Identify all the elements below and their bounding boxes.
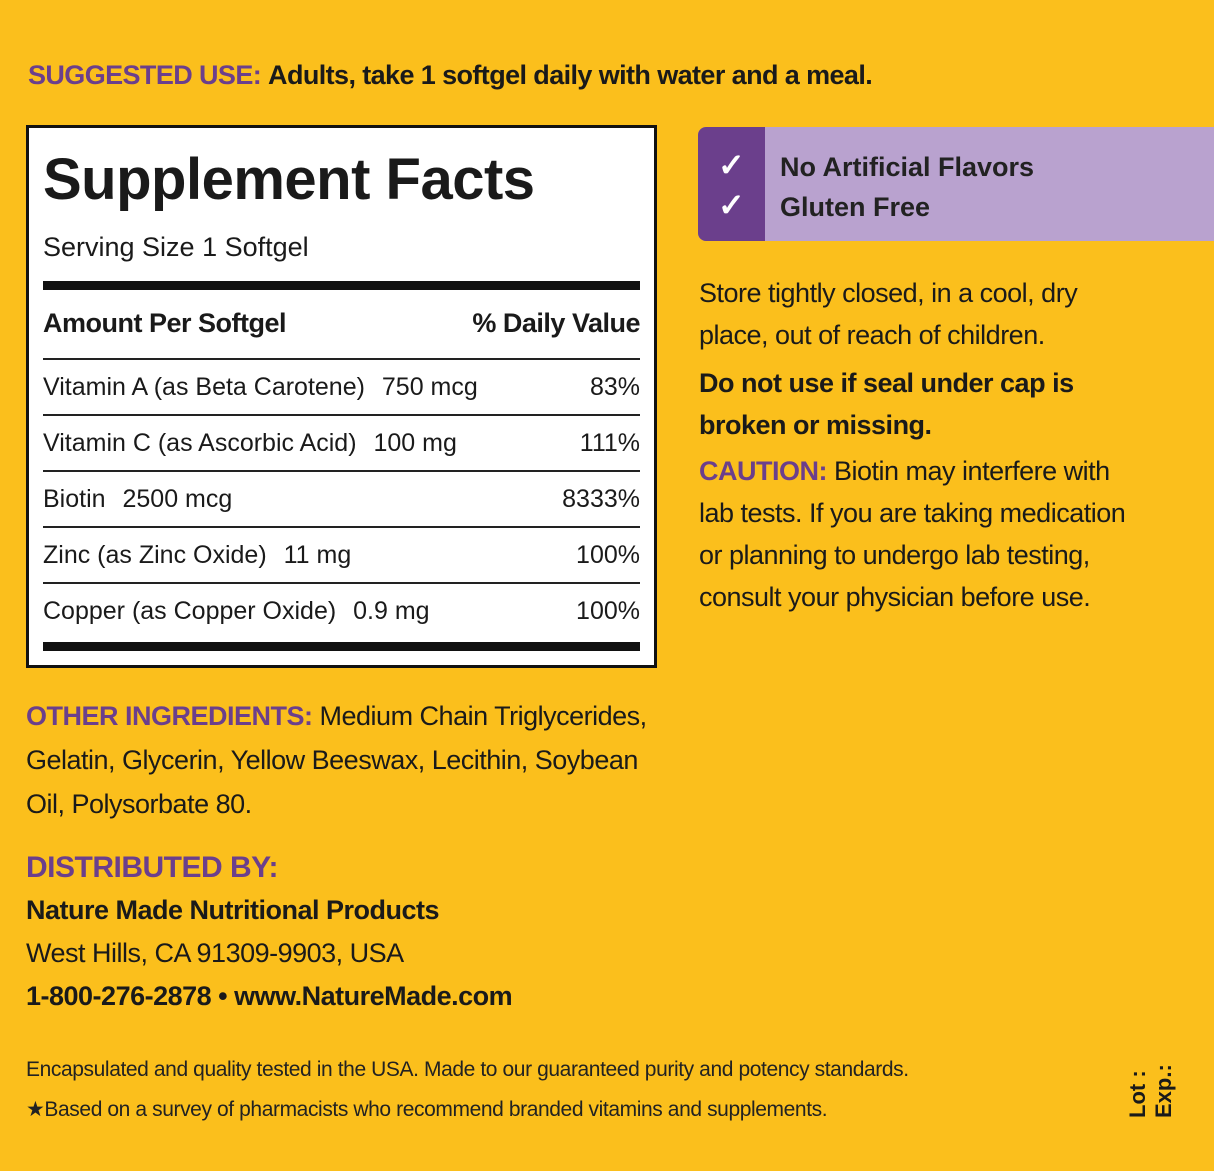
thick-rule (43, 642, 640, 651)
distributor-address: West Hills, CA 91309-9903, USA (26, 938, 404, 968)
badge: Gluten Free (780, 192, 931, 222)
daily-value: 100% (576, 597, 640, 625)
daily-value: 83% (589, 373, 640, 401)
lot-exp: Lot : Exp.: (1125, 1064, 1177, 1118)
thick-rule (43, 281, 640, 290)
amount: 750 mcg (381, 373, 478, 401)
nutrient: Vitamin A (as Beta Carotene) (43, 373, 365, 401)
website: www.NatureMade.com (234, 981, 513, 1011)
daily-value: 8333% (562, 485, 640, 513)
badge: No Artificial Flavors (780, 152, 1035, 182)
distributor-label: DISTRIBUTED BY: (26, 851, 278, 884)
badge-panel: ✓ ✓ No Artificial Flavors Gluten Free (698, 127, 1214, 241)
exp: Exp.: (1151, 1064, 1176, 1118)
right-column: Store tightly closed, in a cool, dry pla… (699, 272, 1149, 618)
ingredients-text: Medium Chain Triglycerides, Gelatin, Gly… (26, 701, 647, 819)
serving-size: Serving Size 1 Softgel (43, 232, 309, 262)
ingredients-label: OTHER INGREDIENTS: (26, 701, 313, 731)
facts-row: Biotin 2500 mcg 8333% (43, 470, 640, 526)
distributor: DISTRIBUTED BY: Nature Made Nutritional … (26, 846, 513, 1018)
suggested-use-text: Adults, take 1 softgel daily with water … (268, 60, 873, 90)
footer: Encapsulated and quality tested in the U… (26, 1050, 909, 1130)
nutrient: Vitamin C (as Ascorbic Acid) (43, 429, 357, 457)
daily-value: 100% (576, 541, 640, 569)
facts-title: Supplement Facts (43, 147, 535, 212)
nutrient: Biotin (43, 485, 106, 513)
suggested-use: SUGGESTED USE: Adults, take 1 softgel da… (28, 60, 873, 91)
daily-value: 111% (579, 429, 640, 457)
distributor-name: Nature Made Nutritional Products (26, 895, 440, 925)
facts-row: Vitamin C (as Ascorbic Acid) 100 mg 111% (43, 414, 640, 470)
check-icons: ✓ ✓ (718, 147, 745, 223)
nutrient: Zinc (as Zinc Oxide) (43, 541, 267, 569)
other-ingredients: OTHER INGREDIENTS: Medium Chain Triglyce… (26, 694, 666, 826)
amount: 11 mg (283, 541, 352, 569)
footer-line: Encapsulated and quality tested in the U… (26, 1058, 909, 1081)
caution-text: Biotin may interfere with lab tests. If … (699, 456, 1126, 612)
amount-header: Amount Per Softgel (43, 308, 287, 338)
check-column (698, 127, 765, 241)
amount: 100 mg (373, 429, 457, 457)
warning: Do not use if seal under cap is broken o… (699, 368, 1074, 440)
lot: Lot : (1125, 1070, 1150, 1118)
amount: 2500 mcg (122, 485, 233, 513)
facts-row: Copper (as Copper Oxide) 0.9 mg 100% (43, 582, 640, 638)
phone: 1-800-276-2878 (26, 981, 212, 1011)
footer-line: ★Based on a survey of pharmacists who re… (26, 1098, 828, 1121)
nutrient: Copper (as Copper Oxide) (43, 597, 337, 625)
amount: 0.9 mg (353, 597, 430, 625)
storage: Store tightly closed, in a cool, dry pla… (699, 278, 1078, 350)
facts-box: Supplement Facts Serving Size 1 Softgel … (26, 125, 657, 668)
daily-value-header: % Daily Value (472, 308, 640, 338)
suggested-use-label: SUGGESTED USE: (28, 60, 262, 90)
badge-list: No Artificial Flavors Gluten Free (780, 147, 1034, 227)
facts-row: Zinc (as Zinc Oxide) 11 mg 100% (43, 526, 640, 582)
caution-label: CAUTION: (699, 456, 827, 486)
facts-row: Vitamin A (as Beta Carotene) 750 mcg 83% (43, 358, 640, 414)
